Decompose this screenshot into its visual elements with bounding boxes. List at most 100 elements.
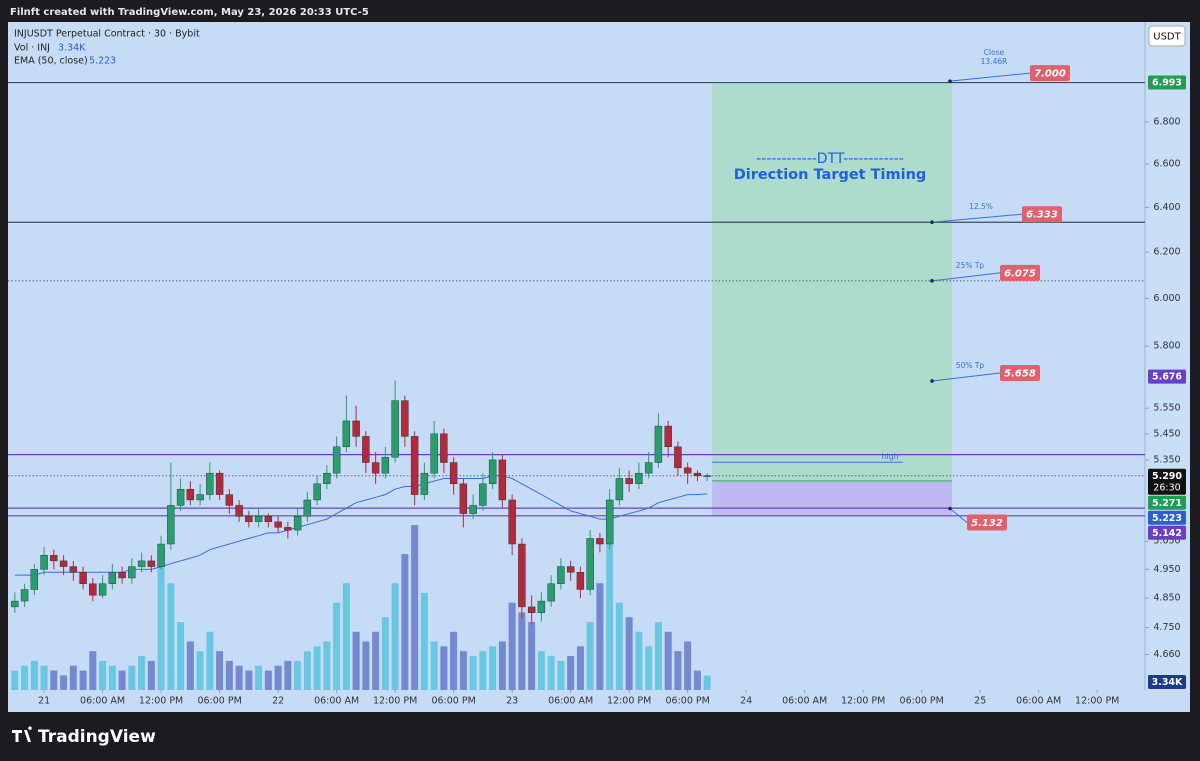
- candle-body: [245, 516, 253, 523]
- x-tick-label: 06:00 PM: [197, 696, 241, 707]
- candle-body: [459, 483, 468, 514]
- x-tick-label: 06:00 PM: [666, 696, 710, 707]
- volume-bar: [206, 631, 214, 690]
- volume-bar: [118, 670, 126, 690]
- dtt-title: ------------DTT------------: [756, 151, 904, 167]
- y-tick-label: 4.850: [1153, 593, 1180, 604]
- legend-volume: Vol · INJ: [14, 43, 50, 54]
- candle-body: [137, 560, 146, 567]
- volume-bar: [108, 665, 116, 690]
- volume-bar: [147, 660, 155, 690]
- candle-body: [693, 472, 702, 477]
- volume-bar: [420, 592, 428, 690]
- target-label: 6.075: [1004, 268, 1036, 279]
- x-tick-label: 12:00 PM: [1075, 696, 1119, 707]
- volume-bar: [430, 641, 438, 690]
- volume-bar: [313, 646, 321, 690]
- volume-label-box: [1148, 675, 1186, 689]
- price-label-box: [1148, 369, 1186, 384]
- chart-panel: [8, 22, 1190, 690]
- candle-body: [332, 446, 341, 474]
- candle-body: [557, 566, 565, 584]
- candle-body: [518, 543, 526, 608]
- volume-bar: [674, 651, 682, 690]
- candle-body: [615, 478, 624, 501]
- candle-body: [498, 459, 507, 501]
- candle-body: [401, 400, 409, 437]
- target-note: 13.46R: [981, 57, 1008, 66]
- volume-bar: [342, 583, 350, 690]
- target-label: 5.658: [1004, 369, 1036, 380]
- plot: [8, 81, 1145, 690]
- volume-bar: [60, 675, 68, 690]
- volume-bar: [196, 651, 204, 690]
- y-tick-label: 4.750: [1153, 622, 1180, 633]
- target-box: [967, 514, 1007, 531]
- target-label: 5.132: [971, 518, 1003, 529]
- volume-bar: [372, 631, 380, 690]
- price-label-box: [1148, 468, 1186, 495]
- volume-bar: [381, 617, 389, 690]
- price-label: 5.676: [1152, 372, 1182, 383]
- candle-body: [264, 516, 273, 523]
- candle-body: [69, 566, 78, 573]
- candle-body: [342, 420, 351, 448]
- x-tick-label: 25: [974, 696, 986, 707]
- target-box: [1000, 365, 1040, 382]
- volume-bar: [79, 670, 87, 690]
- volume-bar: [625, 617, 633, 690]
- volume-bar: [479, 651, 487, 690]
- candle-body: [313, 483, 321, 501]
- volume-bar: [537, 651, 545, 690]
- volume-bar: [50, 670, 58, 690]
- y-tick-label: 4.950: [1153, 564, 1180, 575]
- candle-body: [59, 560, 68, 567]
- candle-body: [654, 425, 663, 463]
- target-box: [1000, 264, 1040, 281]
- currency[interactable]: USDT: [1153, 32, 1181, 43]
- volume-bar: [167, 583, 175, 690]
- candle-body: [147, 560, 156, 567]
- volume-bar: [645, 646, 653, 690]
- y-tick-label: 4.660: [1153, 649, 1180, 660]
- currency-button[interactable]: [1148, 25, 1186, 47]
- volume-bar: [274, 665, 282, 690]
- candle-body: [98, 583, 107, 596]
- candle-body: [420, 472, 429, 495]
- volume-bar: [518, 612, 526, 690]
- candle-body: [274, 521, 282, 528]
- candle-body: [547, 583, 555, 602]
- volume-bar: [489, 646, 497, 690]
- y-tick-label: 6.000: [1153, 293, 1180, 304]
- candle-body: [186, 488, 195, 501]
- brand: TradingView: [38, 727, 156, 747]
- candle-body: [167, 505, 175, 545]
- target-dot: [948, 506, 952, 511]
- volume-label: 3.34K: [1152, 677, 1183, 688]
- candle-body: [254, 516, 263, 523]
- volume-bar: [440, 646, 448, 690]
- x-tick-label: 12:00 PM: [139, 696, 183, 707]
- legend-ema: EMA (50, close): [14, 56, 88, 67]
- volume-bar: [684, 641, 692, 690]
- volume-bar: [615, 602, 623, 690]
- candle-body: [362, 436, 370, 463]
- candle-body: [449, 462, 458, 485]
- price-label: 5.223: [1152, 513, 1182, 524]
- candle-body: [225, 494, 234, 506]
- candle-body: [235, 505, 243, 517]
- volume-bar: [528, 622, 536, 690]
- volume-bar: [128, 665, 136, 690]
- volume-bar: [459, 651, 467, 690]
- candle-body: [635, 472, 643, 485]
- price-label-box: [1148, 75, 1186, 90]
- target-label: 7.000: [1034, 69, 1066, 80]
- volume-bar: [693, 670, 701, 690]
- volume-bar: [186, 641, 194, 690]
- candle-body: [40, 555, 48, 570]
- volume-bar: [235, 665, 243, 690]
- target-dot: [948, 79, 952, 83]
- price-label-sub: 26:30: [1153, 482, 1180, 493]
- volume-bar: [567, 656, 575, 690]
